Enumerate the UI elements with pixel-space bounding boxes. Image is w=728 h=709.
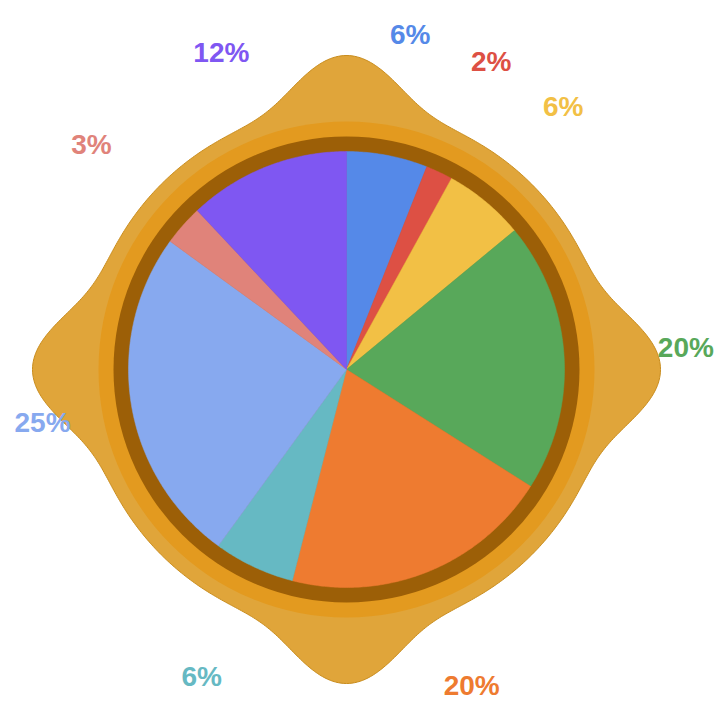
svg-text:25%: 25% xyxy=(14,407,70,438)
svg-text:20%: 20% xyxy=(658,332,714,363)
svg-text:6%: 6% xyxy=(390,19,431,50)
svg-text:3%: 3% xyxy=(71,129,112,160)
svg-text:20%: 20% xyxy=(444,670,500,701)
svg-text:6%: 6% xyxy=(543,91,584,122)
svg-text:2%: 2% xyxy=(471,46,512,77)
svg-text:12%: 12% xyxy=(193,37,249,68)
svg-text:6%: 6% xyxy=(182,661,223,692)
